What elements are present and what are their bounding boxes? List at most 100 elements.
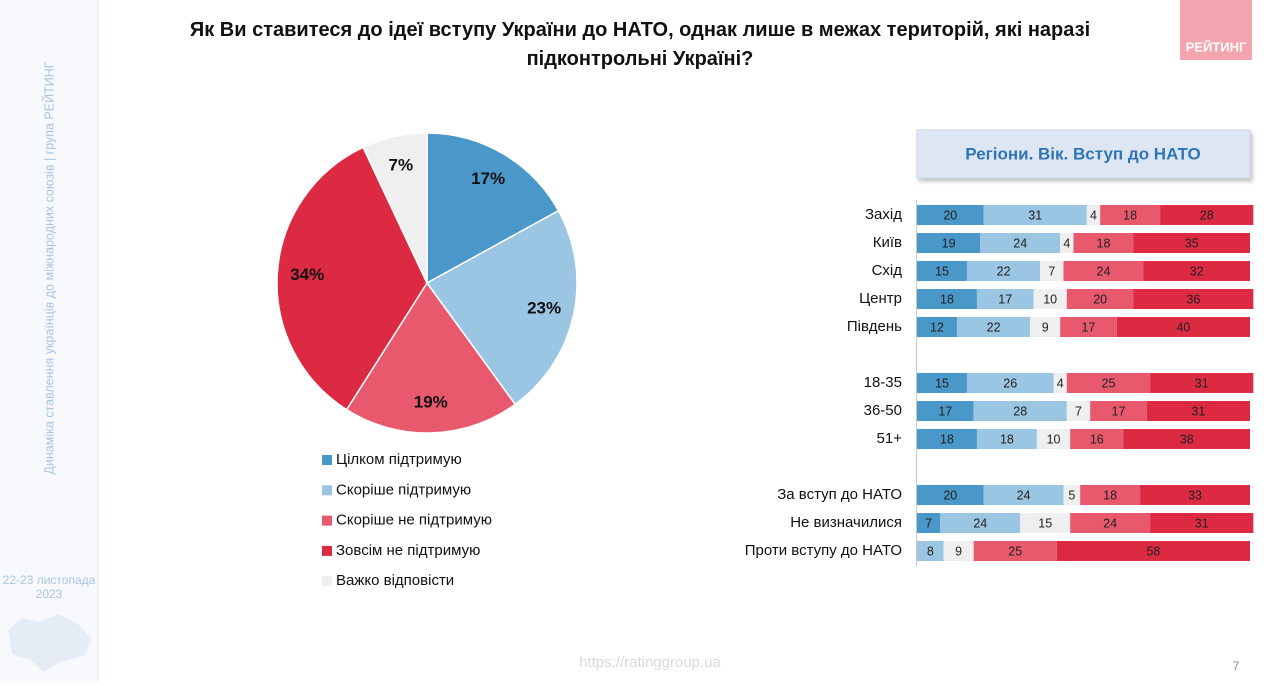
- bar-segment: [966, 373, 1054, 393]
- bar-segment: [1090, 401, 1147, 421]
- bar-segment: [1146, 401, 1250, 421]
- bar-segment: [917, 541, 944, 561]
- category-label: За вступ до НАТО: [777, 486, 902, 503]
- data-label: 7%: [389, 155, 414, 174]
- bar-segment: [1123, 429, 1250, 449]
- bar-segment: [1160, 205, 1254, 225]
- bar-segment: [1150, 373, 1254, 393]
- data-label: 26: [1003, 376, 1017, 390]
- data-label: 15: [935, 376, 949, 390]
- date: 22-23 листопада 2023: [2, 573, 96, 601]
- data-label: 28: [1013, 404, 1027, 418]
- legend-label: Цілком підтримую: [336, 451, 462, 468]
- data-label: 58: [1146, 544, 1160, 558]
- bar-segment: [1070, 429, 1124, 449]
- category-label: Не визначилися: [790, 514, 902, 531]
- bar-segment: [1036, 429, 1071, 449]
- bar-segment: [1133, 289, 1254, 309]
- data-label: 20: [1093, 292, 1107, 306]
- pie-slice: [345, 281, 517, 434]
- data-label: 10: [1043, 292, 1057, 306]
- data-label: 25: [1008, 544, 1022, 558]
- data-label: 20: [943, 208, 957, 222]
- bar-segment: [1033, 289, 1067, 309]
- legend-label: Скоріше підтримую: [336, 481, 471, 498]
- bar-segment: [1030, 317, 1061, 337]
- data-label: 23%: [527, 299, 561, 318]
- bar-segment: [976, 289, 1034, 309]
- data-label: 5: [1068, 488, 1075, 502]
- data-label: 7: [1048, 264, 1055, 278]
- bar-segment: [1060, 317, 1117, 337]
- bar-segment: [1063, 261, 1144, 281]
- data-label: 18: [1123, 208, 1137, 222]
- category-label: Південь: [847, 318, 902, 335]
- legend-swatch: [322, 455, 332, 465]
- legend-swatch: [322, 485, 332, 496]
- bar-segment: [917, 485, 984, 505]
- bar-segment: [1086, 205, 1101, 225]
- data-label: 22: [997, 264, 1011, 278]
- sidebar: [0, 0, 98, 681]
- data-label: 7: [925, 516, 932, 530]
- bar-segment: [1150, 513, 1254, 533]
- legend-label: Важко відповісти: [336, 572, 454, 589]
- bar-segment: [1066, 289, 1134, 309]
- legend-label: Скоріше не підтримую: [336, 512, 492, 529]
- category-label: 51+: [877, 430, 903, 447]
- legend-label: Зовсім не підтримую: [336, 542, 480, 559]
- data-label: 15: [935, 264, 949, 278]
- bar-segment: [1060, 233, 1074, 253]
- data-label: 4: [1063, 236, 1070, 250]
- chart-title: Як Ви ставитеся до ідеї вступу України д…: [189, 19, 1091, 70]
- data-label: 33: [1188, 488, 1202, 502]
- bar-segment: [917, 233, 981, 253]
- bar-title-box: [916, 129, 1251, 179]
- bar-segment: [1053, 373, 1067, 393]
- bar-segment: [917, 317, 957, 337]
- bar-segment: [956, 317, 1031, 337]
- bar-segment: [973, 541, 1057, 561]
- pie-slice: [426, 132, 560, 285]
- bar-segment: [943, 541, 974, 561]
- sidebar-text: Динаміка ставлення українців до міжнарод…: [41, 61, 56, 474]
- bar-segment: [917, 401, 974, 421]
- footer-url: https://ratinggroup.ua: [579, 654, 721, 671]
- bar-segment: [973, 401, 1067, 421]
- data-label: 31: [1195, 376, 1209, 390]
- data-label: 19%: [414, 392, 448, 411]
- bar-segment: [1066, 401, 1091, 421]
- bar-segment: [917, 429, 977, 449]
- data-label: 32: [1190, 264, 1204, 278]
- data-label: 25: [1102, 376, 1116, 390]
- data-label: 7: [1075, 404, 1082, 418]
- title-box: Як Ви ставитеся до ідеї вступу України д…: [189, 19, 1091, 70]
- bar-segment: [1080, 485, 1141, 505]
- data-label: 24: [1013, 236, 1027, 250]
- data-label: 17: [998, 292, 1012, 306]
- data-label: 36: [1186, 292, 1200, 306]
- data-label: 8: [927, 544, 934, 558]
- bar-segment: [1056, 541, 1250, 561]
- data-label: 24: [1103, 516, 1117, 530]
- bar-segment: [1143, 261, 1250, 281]
- bar-segment: [976, 429, 1037, 449]
- bar-segment: [917, 205, 984, 225]
- bar-segment: [1100, 205, 1161, 225]
- pie-slice: [425, 209, 578, 406]
- data-label: 4: [1057, 376, 1064, 390]
- data-label: 18: [1097, 236, 1111, 250]
- bar-segment: [1066, 373, 1151, 393]
- data-label: 9: [955, 544, 962, 558]
- pie-slice: [276, 146, 428, 411]
- category-label: Київ: [873, 234, 902, 251]
- bar-segment: [983, 205, 1087, 225]
- bar-segment: [980, 233, 1061, 253]
- bar-segment: [940, 513, 1021, 533]
- data-label: 35: [1185, 236, 1199, 250]
- category-label: Проти вступу до НАТО: [745, 542, 902, 559]
- data-label: 38: [1180, 432, 1194, 446]
- data-label: 17: [938, 404, 952, 418]
- bar-segment: [966, 261, 1041, 281]
